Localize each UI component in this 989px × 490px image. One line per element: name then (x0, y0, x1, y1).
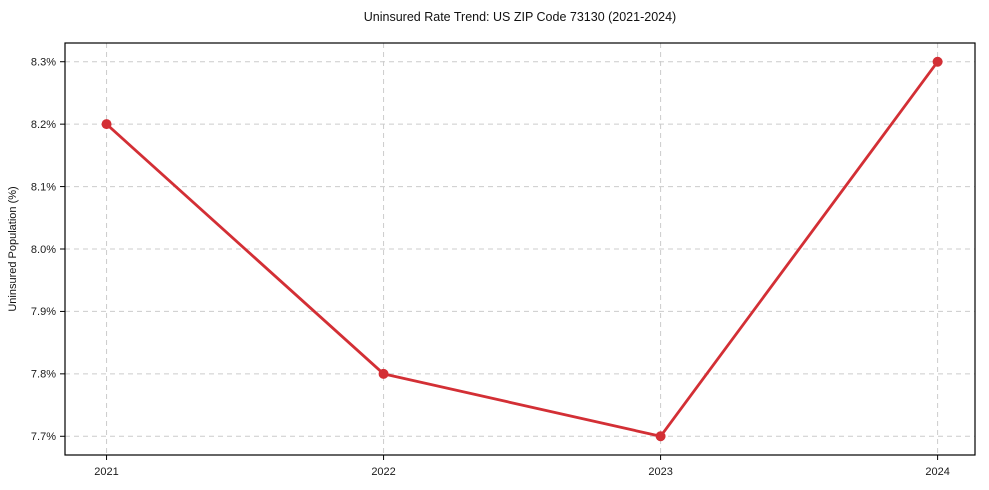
chart-title: Uninsured Rate Trend: US ZIP Code 73130 … (364, 10, 676, 24)
x-tick-label-2021: 2021 (94, 466, 118, 478)
trend-line (105, 60, 940, 438)
data-point-2021 (101, 119, 112, 130)
x-tick-label-2024: 2024 (925, 466, 949, 478)
y-tick-label-8.0%: 8.0% (31, 244, 56, 256)
y-tick-label-8.2%: 8.2% (31, 119, 56, 131)
y-tick-label-8.3%: 8.3% (31, 57, 56, 69)
y-tick-label-8.1%: 8.1% (31, 181, 56, 193)
plot-area: 2021 2022 2023 2024 7.7% 7.8% 7.9% 8.0% 8.1% 8.2%… (31, 42, 976, 478)
y-tick-label-7.8%: 7.8% (31, 369, 56, 381)
data-point-2022 (378, 368, 389, 379)
data-point-2024 (932, 56, 943, 67)
y-tick-label-7.7%: 7.7% (31, 431, 56, 443)
x-tick-label-2022: 2022 (371, 466, 395, 478)
y-tick-label-7.9%: 7.9% (31, 306, 56, 318)
x-tick-label-2023: 2023 (648, 466, 672, 478)
y-axis-label: Uninsured Population (%) (7, 186, 19, 311)
data-point-2023 (655, 431, 666, 442)
